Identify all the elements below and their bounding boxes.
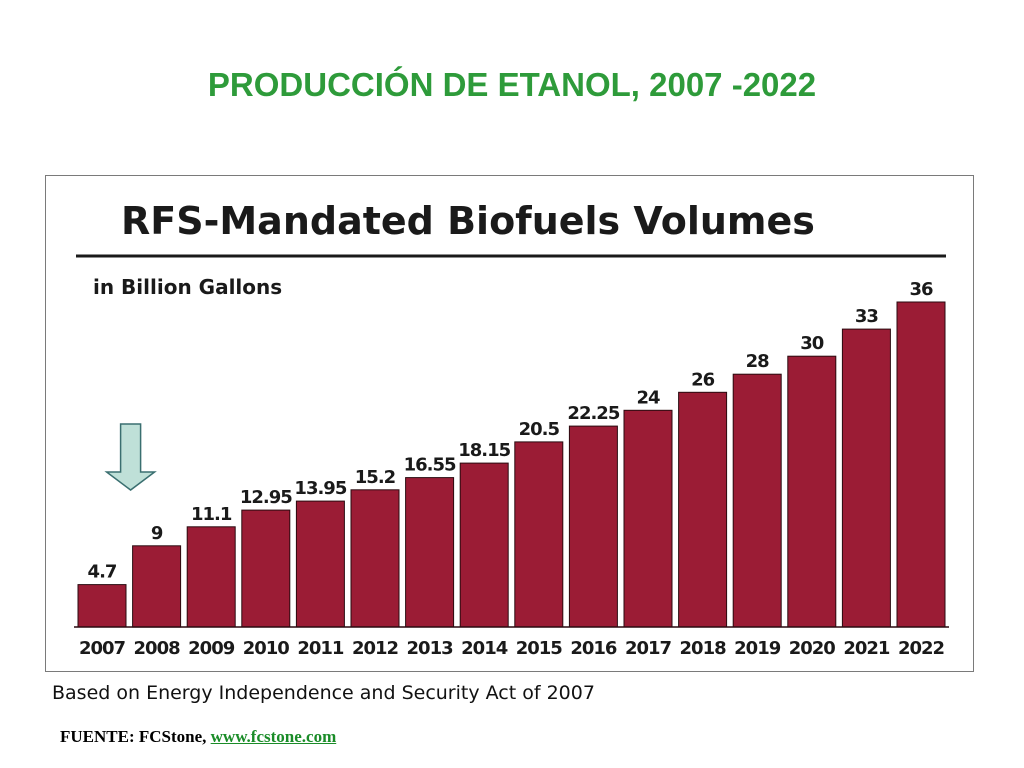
value-label-2015: 20.5 (519, 419, 560, 440)
x-tick-2012: 2012 (352, 638, 398, 659)
bar-2021 (841, 328, 891, 628)
value-label-2022: 36 (909, 279, 933, 300)
bar-2012 (350, 489, 400, 628)
value-label-2020: 30 (800, 333, 824, 354)
bar-2020 (787, 355, 837, 628)
source-line: FUENTE: FCStone, www.fcstone.com (60, 727, 336, 747)
bar-2008 (132, 545, 182, 628)
bar-2019 (732, 373, 782, 628)
x-tick-2013: 2013 (407, 638, 454, 659)
bar-2011 (295, 500, 345, 628)
x-tick-2022: 2022 (898, 638, 944, 659)
value-label-2016: 22.25 (567, 403, 619, 424)
bar-2015 (514, 441, 564, 628)
value-label-2019: 28 (746, 351, 770, 372)
x-tick-2016: 2016 (570, 638, 617, 659)
source-link[interactable]: www.fcstone.com (210, 727, 337, 746)
value-label-2021: 33 (855, 306, 879, 327)
x-tick-2009: 2009 (188, 638, 235, 659)
unit-label: in Billion Gallons (93, 275, 282, 299)
x-tick-2018: 2018 (680, 638, 727, 659)
value-label-2009: 11.1 (191, 504, 232, 525)
x-tick-2010: 2010 (243, 638, 290, 659)
x-tick-2019: 2019 (734, 638, 781, 659)
bar-2009 (186, 526, 236, 628)
x-tick-2017: 2017 (625, 638, 672, 659)
bars-group (74, 301, 949, 628)
x-tick-2011: 2011 (297, 638, 344, 659)
down-arrow-icon (104, 423, 157, 491)
bar-2016 (568, 425, 618, 628)
value-label-2012: 15.2 (355, 467, 395, 488)
bar-2014 (459, 462, 509, 628)
x-tick-2015: 2015 (516, 638, 563, 659)
bar-2018 (678, 391, 728, 628)
basis-note: Based on Energy Independence and Securit… (52, 682, 595, 704)
x-tick-2008: 2008 (134, 638, 181, 659)
x-tick-2007: 2007 (79, 638, 126, 659)
value-label-2010: 12.95 (240, 487, 292, 508)
bar-chart: RFS-Mandated Biofuels Volumes in Billion… (74, 199, 949, 659)
value-label-2011: 13.95 (294, 478, 346, 499)
value-label-2013: 16.55 (404, 455, 456, 476)
bar-2007 (77, 584, 127, 628)
value-label-2014: 18.15 (458, 440, 510, 461)
x-tick-2020: 2020 (789, 638, 836, 659)
bar-2010 (241, 509, 291, 628)
bar-2013 (405, 477, 455, 628)
chart-frame: RFS-Mandated Biofuels Volumes in Billion… (45, 175, 974, 672)
source-prefix: FUENTE: FCStone, (60, 727, 211, 746)
value-label-2008: 9 (151, 523, 163, 544)
value-label-2017: 24 (636, 387, 660, 408)
chart-title: RFS-Mandated Biofuels Volumes (121, 199, 815, 243)
x-tick-2014: 2014 (461, 638, 508, 659)
value-label-2007: 4.7 (88, 562, 117, 583)
bar-2022 (896, 301, 946, 628)
bar-2017 (623, 409, 673, 628)
x-tick-2021: 2021 (843, 638, 890, 659)
x-tick-labels-group: 2007 2008 2009 2010 2011 2012 2013 2014 2015 2016… (79, 638, 945, 659)
annotation-group (104, 423, 157, 491)
slide-title: PRODUCCIÓN DE ETANOL, 2007 -2022 (207, 66, 817, 103)
value-label-2018: 26 (691, 369, 715, 390)
